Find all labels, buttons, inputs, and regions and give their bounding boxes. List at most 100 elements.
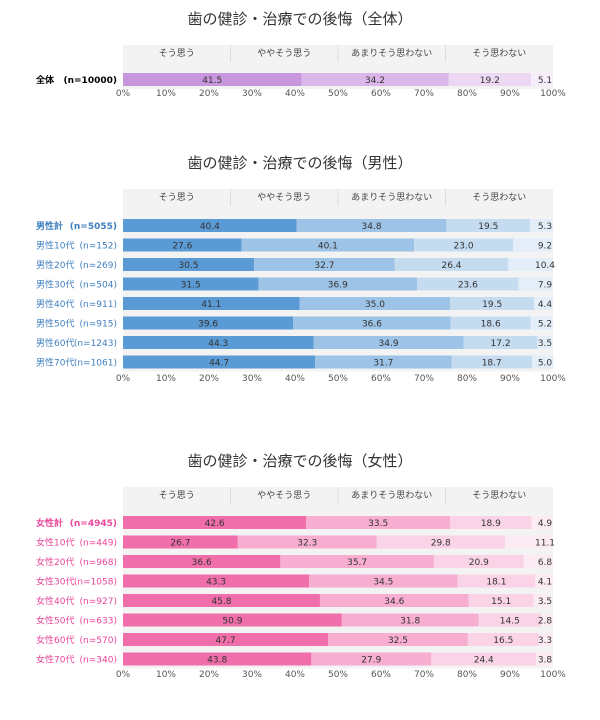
x-tick-label: 70% (414, 374, 434, 384)
data-label: 36.9 (328, 281, 348, 291)
bar-segment-3 (518, 277, 553, 291)
legend-item-2: あまりそう思わない (351, 192, 432, 203)
bar-segment-3 (530, 219, 553, 232)
row-label: 男性60代 (36, 337, 74, 349)
row-sample-size: (n=504) (80, 281, 117, 291)
row-label: 男性50代 (36, 318, 74, 330)
x-tick-label: 90% (500, 374, 520, 384)
bar-segment-0 (123, 336, 314, 349)
bar-segment-2 (376, 535, 505, 549)
x-tick-label: 60% (371, 374, 391, 384)
row-label: 女性計 (36, 517, 63, 529)
bar-segment-3 (538, 633, 553, 646)
row-label: 男性70代 (36, 357, 74, 369)
bar-segment-1 (280, 555, 434, 568)
row-sample-size: (n=449) (80, 539, 117, 549)
bar-segment-0 (123, 297, 300, 310)
bar-segment-0 (123, 238, 242, 252)
bar-segment-2 (414, 238, 514, 252)
data-label: 23.6 (458, 281, 478, 291)
data-label: 4.4 (538, 300, 553, 310)
x-tick-label: 10% (156, 374, 176, 384)
legend-item-3: そう思わない (472, 192, 526, 203)
data-label: 33.5 (368, 519, 388, 529)
data-label: 34.8 (362, 222, 382, 232)
bar-segment-1 (258, 277, 418, 291)
bar-segment-2 (463, 336, 538, 349)
row-sample-size: (n=5055) (70, 222, 117, 232)
bar-segment-0 (123, 535, 238, 549)
legend-item-1: ややそう思う (257, 48, 311, 59)
data-label: 30.5 (179, 261, 199, 271)
bar-segment-0 (123, 574, 310, 588)
data-label: 15.1 (491, 597, 511, 607)
x-tick-label: 60% (371, 89, 391, 99)
bar-segment-1 (306, 516, 451, 529)
data-label: 27.9 (361, 656, 381, 666)
bar-segment-1 (299, 297, 451, 310)
data-label: 40.4 (200, 222, 220, 232)
bar-segment-1 (311, 652, 432, 666)
bar-segment-0 (123, 555, 281, 568)
legend-item-0: そう思う (159, 48, 195, 59)
bar-segment-3 (533, 594, 549, 607)
data-label: 10.4 (535, 261, 555, 271)
data-label: 36.6 (362, 320, 382, 330)
data-label: 18.7 (482, 359, 502, 369)
row-sample-size: (n=340) (80, 656, 117, 666)
data-label: 6.8 (538, 558, 553, 568)
bar-segment-2 (468, 594, 534, 607)
chart-title: 歯の健診・治療での後悔（女性） (187, 452, 412, 470)
row-sample-size: (n=269) (80, 261, 117, 271)
bar-segment-3 (536, 652, 553, 666)
data-label: 18.6 (481, 320, 501, 330)
row-label: 女性50代 (36, 615, 74, 627)
row-label: 女性40代 (36, 595, 74, 607)
row-label: 男性30代 (36, 279, 74, 291)
row-sample-size: (n=633) (80, 617, 117, 627)
bar-segment-3 (530, 316, 553, 330)
data-label: 20.9 (469, 558, 489, 568)
data-label: 3.8 (538, 656, 553, 666)
chart-title: 歯の健診・治療での後悔（全体） (187, 10, 412, 28)
x-tick-label: 40% (285, 670, 305, 680)
data-label: 17.2 (491, 339, 511, 349)
x-tick-label: 10% (156, 89, 176, 99)
x-tick-label: 60% (371, 670, 391, 680)
bar-segment-0 (123, 516, 307, 529)
legend-item-0: そう思う (159, 490, 195, 501)
x-tick-label: 30% (242, 670, 262, 680)
bar-segment-2 (478, 613, 541, 627)
bar-segment-0 (123, 277, 259, 291)
data-label: 3.5 (538, 339, 552, 349)
x-tick-label: 70% (414, 670, 434, 680)
bar-segment-2 (451, 355, 532, 369)
data-label: 31.5 (181, 281, 201, 291)
data-label: 19.5 (482, 300, 502, 310)
data-label: 5.2 (538, 320, 552, 330)
x-tick-label: 20% (199, 670, 219, 680)
data-label: 35.7 (347, 558, 367, 568)
bar-segment-1 (315, 355, 452, 369)
bar-segment-3 (504, 535, 553, 549)
data-label: 4.1 (538, 578, 552, 588)
bar-segment-3 (534, 297, 553, 310)
row-label: 女性10代 (36, 537, 74, 549)
bar-segment-2 (433, 555, 524, 568)
x-tick-label: 90% (500, 670, 520, 680)
row-sample-size: (n=968) (80, 558, 117, 568)
data-label: 26.4 (441, 261, 461, 271)
bar-segment-2 (450, 516, 532, 529)
x-tick-label: 20% (199, 374, 219, 384)
data-label: 43.8 (207, 656, 227, 666)
row-sample-size: (n=1243) (74, 339, 117, 349)
bar-segment-3 (540, 613, 553, 627)
data-label: 14.5 (500, 617, 520, 627)
data-label: 5.3 (538, 222, 552, 232)
row-sample-size: (n=1061) (74, 359, 117, 369)
bar-segment-3 (523, 555, 553, 568)
bar-segment-1 (309, 574, 458, 588)
data-label: 47.7 (216, 636, 236, 646)
bar-segment-2 (457, 574, 536, 588)
